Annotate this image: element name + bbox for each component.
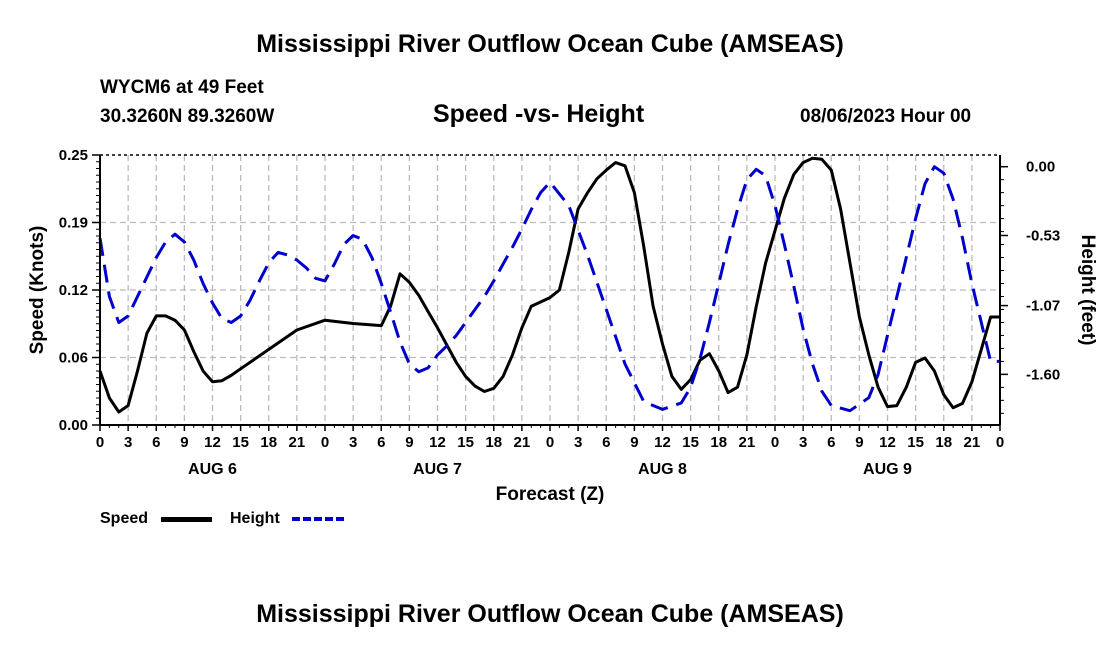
day-label: AUG 8 xyxy=(638,461,687,478)
x-tick-label: 0 xyxy=(996,434,1004,451)
y2-tick-label: -1.07 xyxy=(1026,298,1060,315)
chart-subtitle: Speed -vs- Height xyxy=(433,100,645,128)
x-tick-label: 21 xyxy=(739,434,756,451)
x-tick-label: 3 xyxy=(799,434,807,451)
height-series-line xyxy=(98,165,1000,413)
x-tick-label: 12 xyxy=(879,434,896,451)
y-tick-label: 0.19 xyxy=(59,215,88,232)
y2-tick-label: 0.00 xyxy=(1026,159,1055,176)
axes: 0 3 6 9 12 15 18 21 0 3 6 9 12 15 18 21 0 3 6 9 12 15 18 21 0 3 6 9… xyxy=(59,147,1060,478)
y-tick-label: 0.00 xyxy=(59,417,88,434)
x-tick-label: 3 xyxy=(349,434,357,451)
x-tick-label: 3 xyxy=(124,434,132,451)
x-tick-label: 15 xyxy=(682,434,699,451)
x-tick-label: 9 xyxy=(855,434,863,451)
x-axis-label: Forecast (Z) xyxy=(496,484,605,505)
x-tick-label: 6 xyxy=(827,434,835,451)
x-tick-label: 9 xyxy=(405,434,413,451)
x-tick-label: 12 xyxy=(204,434,221,451)
x-tick-label: 6 xyxy=(602,434,610,451)
x-tick-label: 12 xyxy=(654,434,671,451)
y2-tick-label: -1.60 xyxy=(1026,366,1060,383)
x-tick-label: 15 xyxy=(907,434,924,451)
legend-height-swatch xyxy=(292,517,344,521)
x-tick-label: 0 xyxy=(96,434,104,451)
page-title: Mississippi River Outflow Ocean Cube (AM… xyxy=(256,30,844,58)
series-lines xyxy=(98,156,1000,414)
x-tick-label: 18 xyxy=(935,434,952,451)
y-axis-label: Speed (Knots) xyxy=(27,226,48,355)
x-tick-label: 15 xyxy=(457,434,474,451)
x-tick-label: 21 xyxy=(514,434,531,451)
x-tick-label: 15 xyxy=(232,434,249,451)
day-label: AUG 7 xyxy=(413,461,462,478)
y-tick-label: 0.06 xyxy=(59,350,88,367)
x-tick-label: 18 xyxy=(260,434,277,451)
y-tick-label: 0.25 xyxy=(59,147,88,164)
station-label: WYCM6 at 49 Feet xyxy=(100,77,264,98)
y-tick-label: 0.12 xyxy=(59,282,88,299)
legend-height-label: Height xyxy=(230,510,280,527)
legend-speed-label: Speed xyxy=(100,510,149,527)
x-tick-label: 0 xyxy=(771,434,779,451)
x-tick-label: 18 xyxy=(710,434,727,451)
x-tick-label: 3 xyxy=(574,434,582,451)
day-label: AUG 9 xyxy=(863,461,912,478)
x-tick-label: 9 xyxy=(630,434,638,451)
grid-lines xyxy=(100,155,1000,425)
x-tick-label: 6 xyxy=(377,434,385,451)
speed-height-chart: 0 3 6 9 12 15 18 21 0 3 6 9 12 15 18 21 0 3 6 9 12 15 18 21 0 3 6 9… xyxy=(27,147,1098,505)
y2-axis-label: Height (feet) xyxy=(1077,235,1098,346)
x-tick-label: 9 xyxy=(180,434,188,451)
x-tick-label: 18 xyxy=(485,434,502,451)
x-tick-label: 21 xyxy=(964,434,981,451)
x-tick-label: 0 xyxy=(321,434,329,451)
y2-tick-label: -0.53 xyxy=(1026,227,1060,244)
x-tick-label: 12 xyxy=(429,434,446,451)
x-tick-label: 0 xyxy=(546,434,554,451)
footer-title: Mississippi River Outflow Ocean Cube (AM… xyxy=(256,600,844,628)
day-label: AUG 6 xyxy=(188,461,237,478)
speed-series-line xyxy=(98,156,1000,414)
legend-speed-swatch xyxy=(161,517,212,522)
coordinates-label: 30.3260N 89.3260W xyxy=(100,106,275,127)
x-tick-label: 21 xyxy=(289,434,306,451)
forecast-datetime: 08/06/2023 Hour 00 xyxy=(800,106,972,127)
x-tick-label: 6 xyxy=(152,434,160,451)
